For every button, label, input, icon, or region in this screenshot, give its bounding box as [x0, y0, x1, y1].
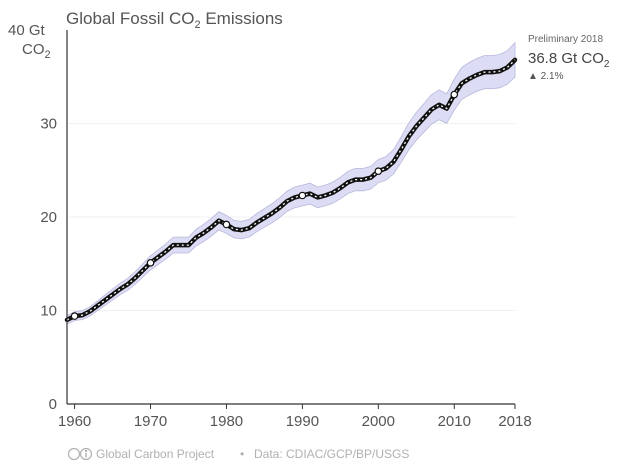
x-tick-label-1990: 1990 [286, 413, 319, 430]
marker-2000 [374, 167, 383, 175]
preliminary-value: 36.8 Gt CO2 [528, 50, 610, 70]
y-tick-label-30: 30 [40, 116, 57, 133]
x-tick-label-1970: 1970 [134, 413, 167, 430]
x-tick-label-2000: 2000 [362, 413, 395, 430]
y-tick-label-10: 10 [40, 303, 57, 320]
y-tick-label-0: 0 [49, 396, 57, 413]
decade-markers [70, 90, 459, 320]
y-tick-labels: 0 10 20 30 [40, 116, 57, 414]
footer-org: Global Carbon Project [96, 447, 215, 461]
emissions-line-dash [66, 59, 516, 321]
marker-1980 [222, 220, 231, 229]
grid-lines [67, 123, 515, 311]
y-unit-label-bottom: CO2 [22, 41, 51, 61]
footer-separator: • [240, 447, 244, 461]
footer-source: Data: CDIAC/GCP/BP/USGS [254, 447, 409, 461]
chart-title: Global Fossil CO2 Emissions [66, 9, 283, 31]
x-tick-label-1960: 1960 [58, 413, 91, 430]
x-tick-label-1980: 1980 [210, 413, 243, 430]
marker-1990 [298, 191, 307, 200]
preliminary-change: ▲ 2.1% [528, 71, 564, 82]
y-tick-label-20: 20 [40, 209, 57, 226]
cc-by-icon [67, 447, 93, 461]
y-unit-label-top: 40 Gt [8, 22, 46, 39]
preliminary-annotation: Preliminary 2018 36.8 Gt CO2 ▲ 2.1% [528, 34, 610, 82]
marker-2010 [450, 90, 459, 99]
marker-1960 [70, 312, 79, 320]
x-tick-label-2010: 2010 [438, 413, 471, 430]
footer: Global Carbon Project • Data: CDIAC/GCP/… [67, 447, 409, 461]
uncertainty-band [66, 41, 516, 325]
marker-1970 [146, 259, 155, 267]
x-tick-labels: 1960 1970 1980 1990 2000 2010 2018 [58, 404, 532, 430]
x-tick-label-2018: 2018 [498, 413, 531, 430]
preliminary-label: Preliminary 2018 [528, 34, 603, 45]
